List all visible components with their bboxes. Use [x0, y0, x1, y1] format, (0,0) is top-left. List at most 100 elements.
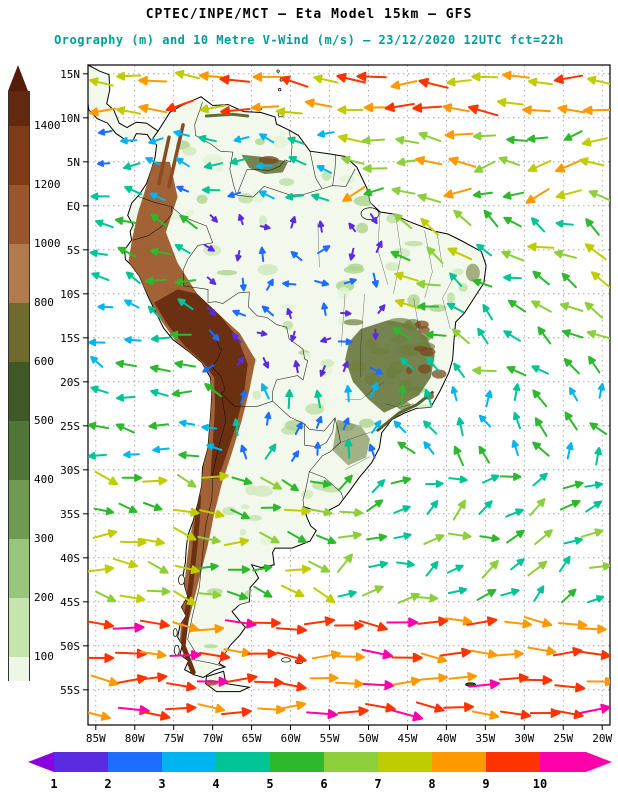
wind-arrow [229, 157, 249, 166]
wind-arrow [124, 336, 142, 344]
wind-arrow [149, 247, 172, 256]
wind-arrow [93, 507, 115, 516]
wind-arrow [563, 358, 580, 375]
orography-scale-label: 200 [34, 591, 54, 604]
wind-arrow [239, 277, 247, 292]
wind-arrow [198, 590, 222, 599]
wind-arrow [147, 561, 169, 574]
wind-arrow [308, 560, 330, 573]
wind-arrow [139, 537, 165, 547]
orography-speckle [239, 529, 247, 536]
orography-speckle [423, 174, 432, 184]
wind-arrow [197, 535, 221, 545]
orography-speckle [216, 269, 238, 276]
wind-arrow [247, 648, 278, 659]
wind-arrow [529, 498, 546, 517]
wind-arrow [453, 445, 464, 467]
wind-arrow [174, 564, 200, 574]
state-border [384, 403, 414, 408]
wind-arrow [444, 616, 473, 626]
wind-arrow [97, 303, 114, 311]
wind-arrow [471, 72, 499, 82]
wind-arrow [150, 334, 171, 343]
orography-scale-segment [8, 598, 30, 657]
lat-tick-label: EQ [67, 200, 80, 213]
lon-tick-label: 35W [475, 732, 495, 745]
wind-arrow [198, 134, 217, 143]
lon-tick-label: 40W [436, 732, 456, 745]
wind-arrow [393, 420, 407, 434]
wind-vector-arrows [88, 69, 610, 722]
wind-arrow [252, 72, 282, 82]
wind-arrow [395, 136, 420, 145]
wind-arrow [503, 273, 522, 282]
wind-arrow [371, 420, 382, 434]
wind-arrow [396, 560, 415, 568]
state-border [424, 230, 433, 299]
wind-arrow [123, 450, 140, 459]
wind-arrow [120, 537, 147, 547]
wind-scale-label: 6 [320, 777, 328, 791]
country-border [133, 194, 173, 241]
wind-arrow [201, 186, 221, 194]
wind-arrow [504, 619, 533, 629]
orography-speckle [148, 489, 159, 500]
wind-arrow [276, 681, 307, 692]
wind-arrow [511, 439, 519, 457]
wind-arrow [118, 502, 138, 513]
wind-arrow [313, 587, 336, 604]
wind-arrow [552, 647, 583, 657]
wind-arrow [145, 157, 161, 166]
lat-tick-label: 40S [60, 552, 80, 565]
wind-arrow [582, 105, 610, 115]
wind-arrow [252, 564, 273, 573]
wind-arrow [442, 103, 470, 113]
wind-arrow [169, 650, 202, 661]
wind-arrow [337, 474, 353, 492]
orography-scale-label: 1200 [34, 178, 61, 191]
wind-arrow [115, 359, 137, 368]
wind-arrow [203, 161, 224, 170]
wind-arrow [317, 245, 331, 255]
wind-arrow [553, 74, 584, 84]
orography-scale-segment [8, 421, 30, 480]
wind-arrow [559, 499, 581, 511]
highland-speckle [419, 347, 436, 357]
lat-tick-label: 25S [60, 420, 80, 433]
wind-arrow [287, 136, 305, 145]
wind-arrow [303, 616, 336, 627]
highland-speckle [365, 339, 378, 349]
wind-arrow [226, 673, 258, 683]
wind-arrow [341, 155, 365, 165]
wind-arrow [275, 107, 303, 117]
wind-arrow [425, 480, 444, 488]
country-border [211, 341, 223, 367]
wind-arrow [368, 560, 389, 569]
political-borders [133, 101, 455, 668]
wind-arrow [195, 624, 225, 634]
state-border [442, 276, 455, 330]
wind-arrow [400, 357, 415, 371]
orography-scale-label: 400 [34, 473, 54, 486]
wind-arrow [88, 451, 108, 460]
wind-arrow [280, 75, 309, 88]
wind-arrow [88, 711, 111, 721]
wind-arrow [204, 383, 223, 398]
wind-arrow [311, 650, 341, 660]
wind-arrow [97, 128, 113, 136]
country-border [332, 153, 337, 186]
wind-arrow [584, 481, 603, 489]
wind-scale-label: 1 [50, 777, 58, 791]
wind-arrow [285, 389, 294, 410]
wind-arrow [392, 709, 424, 722]
axis-labels: 15N 10N 5N EQ 5S 10S 15S 20S 25S 30S 35S 40S 45S 50S 5… [60, 68, 612, 745]
wind-arrow [485, 390, 493, 408]
wind-arrow [393, 213, 413, 230]
island [276, 69, 280, 73]
wind-arrow [149, 364, 171, 373]
orography-speckle [237, 610, 246, 618]
wind-arrow [418, 77, 449, 89]
wind-arrow [178, 451, 200, 460]
wind-arrow [564, 411, 578, 431]
wind-arrow [377, 304, 386, 314]
